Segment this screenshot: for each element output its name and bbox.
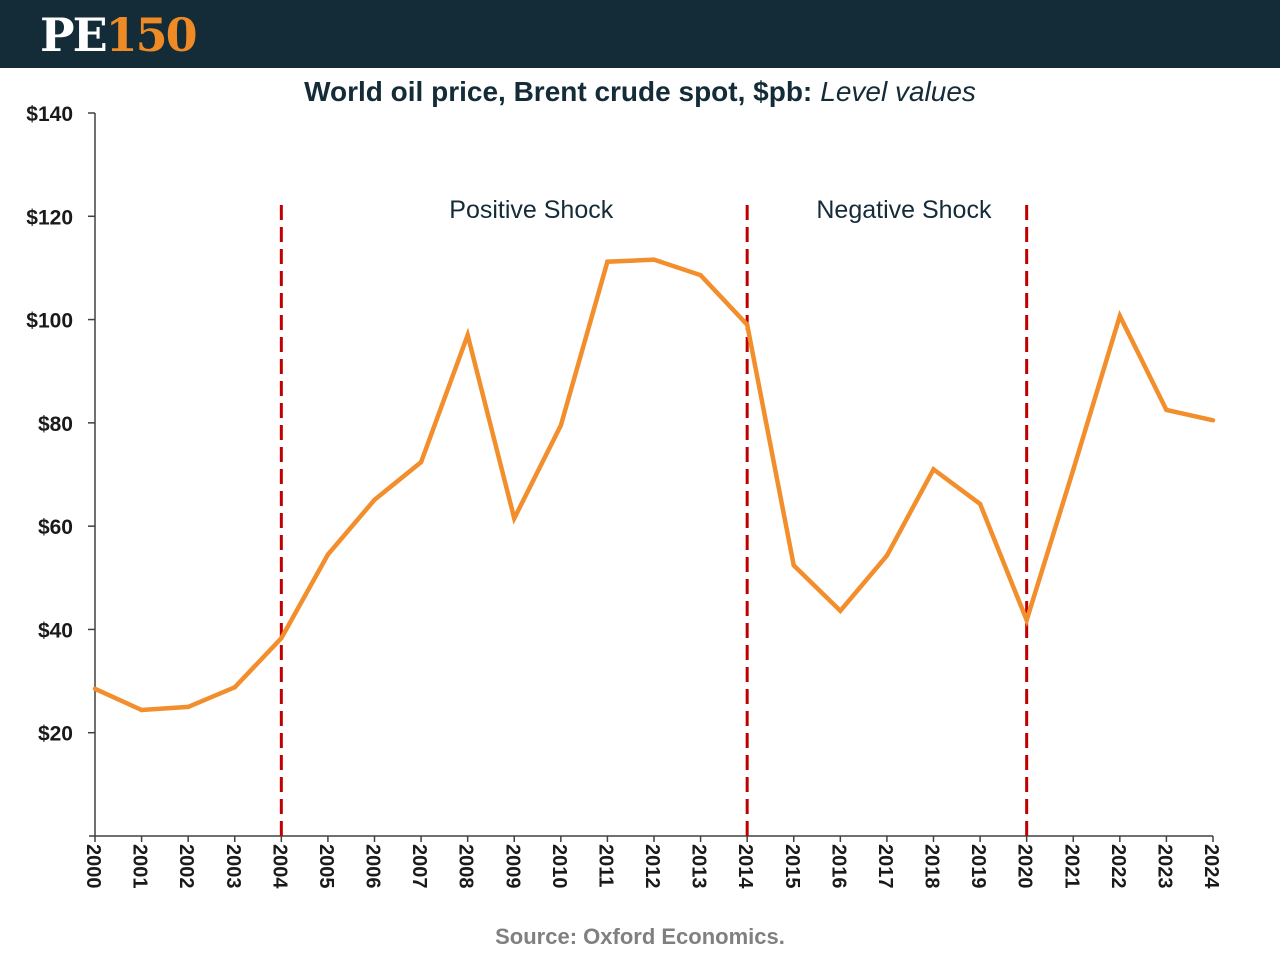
x-tick-label: 2016	[827, 844, 849, 889]
x-tick-label: 2006	[362, 844, 384, 889]
x-tick-label: 2002	[175, 844, 197, 889]
data-point	[1117, 313, 1123, 319]
x-tick-label: 2024	[1200, 844, 1222, 889]
y-tick-label: $20	[38, 723, 73, 746]
x-tick-label: 2008	[455, 844, 477, 889]
data-point	[279, 636, 284, 641]
data-point	[605, 259, 610, 264]
data-point	[232, 685, 237, 690]
logo-number: 150	[105, 8, 198, 62]
x-tick-label: 2023	[1153, 844, 1175, 889]
shock-annotation-label: Negative Shock	[816, 196, 992, 224]
shock-annotation-label: Positive Shock	[449, 196, 613, 224]
x-tick-label: 2009	[501, 844, 523, 889]
data-point	[372, 497, 377, 503]
y-tick-label: $80	[38, 413, 73, 436]
x-tick-label: 2010	[548, 844, 570, 889]
brent-price-line	[94, 257, 1214, 713]
x-tick-label: 2019	[967, 844, 989, 889]
y-tick-label: $120	[26, 206, 73, 229]
header-bar: PE150	[0, 0, 1280, 68]
chart-title-main: World oil price, Brent crude spot, $pb:	[304, 76, 813, 107]
y-tick-label: $60	[38, 516, 73, 539]
x-tick-label: 2001	[129, 844, 151, 889]
data-point	[1071, 467, 1076, 473]
data-point	[92, 686, 98, 692]
logo-letters: PE	[40, 8, 108, 62]
x-tick-label: 2000	[82, 844, 104, 889]
x-tick-label: 2003	[222, 844, 244, 889]
y-tick-label: $40	[38, 619, 73, 642]
data-point	[418, 459, 424, 465]
data-point	[838, 608, 843, 614]
source-note: Source: Oxford Economics.	[495, 924, 785, 949]
data-point	[651, 257, 657, 262]
chart-subtitle: Level values	[820, 76, 976, 107]
data-point	[139, 707, 144, 713]
data-point	[1164, 407, 1169, 413]
data-point	[465, 332, 470, 338]
pe150-logo: PE150	[40, 8, 198, 62]
y-tick-label: $140	[26, 103, 73, 126]
data-point	[931, 467, 936, 472]
x-tick-label: 2015	[781, 844, 803, 889]
x-tick-label: 2012	[641, 844, 663, 889]
x-tick-label: 2017	[874, 844, 896, 889]
x-tick-label: 2020	[1014, 844, 1036, 889]
x-tick-label: 2011	[594, 844, 616, 887]
line-chart: $20 $40 $60 $80 $100 $120 $140 2000 2001 2002 2003…	[26, 103, 1222, 889]
data-point	[558, 423, 564, 428]
x-tick-label: 2005	[315, 844, 337, 889]
x-tick-label: 2021	[1060, 844, 1082, 889]
data-point	[1024, 617, 1029, 623]
x-tick-label: 2022	[1107, 844, 1129, 889]
data-point	[884, 553, 890, 558]
chart-title: World oil price, Brent crude spot, $pb: L…	[0, 74, 1280, 110]
data-point	[185, 704, 191, 710]
data-point	[977, 501, 983, 507]
x-tick-label: 2004	[268, 844, 290, 889]
data-point	[325, 552, 331, 557]
x-tick-label: 2013	[688, 844, 710, 889]
x-tick-label: 2014	[734, 844, 756, 889]
data-point	[744, 322, 750, 327]
data-point	[512, 516, 517, 521]
x-tick-label: 2018	[921, 844, 943, 889]
data-point	[698, 272, 703, 278]
x-tick-label: 2007	[408, 844, 430, 889]
data-point	[1210, 418, 1216, 423]
data-point	[791, 563, 796, 568]
y-tick-label: $100	[26, 310, 73, 333]
